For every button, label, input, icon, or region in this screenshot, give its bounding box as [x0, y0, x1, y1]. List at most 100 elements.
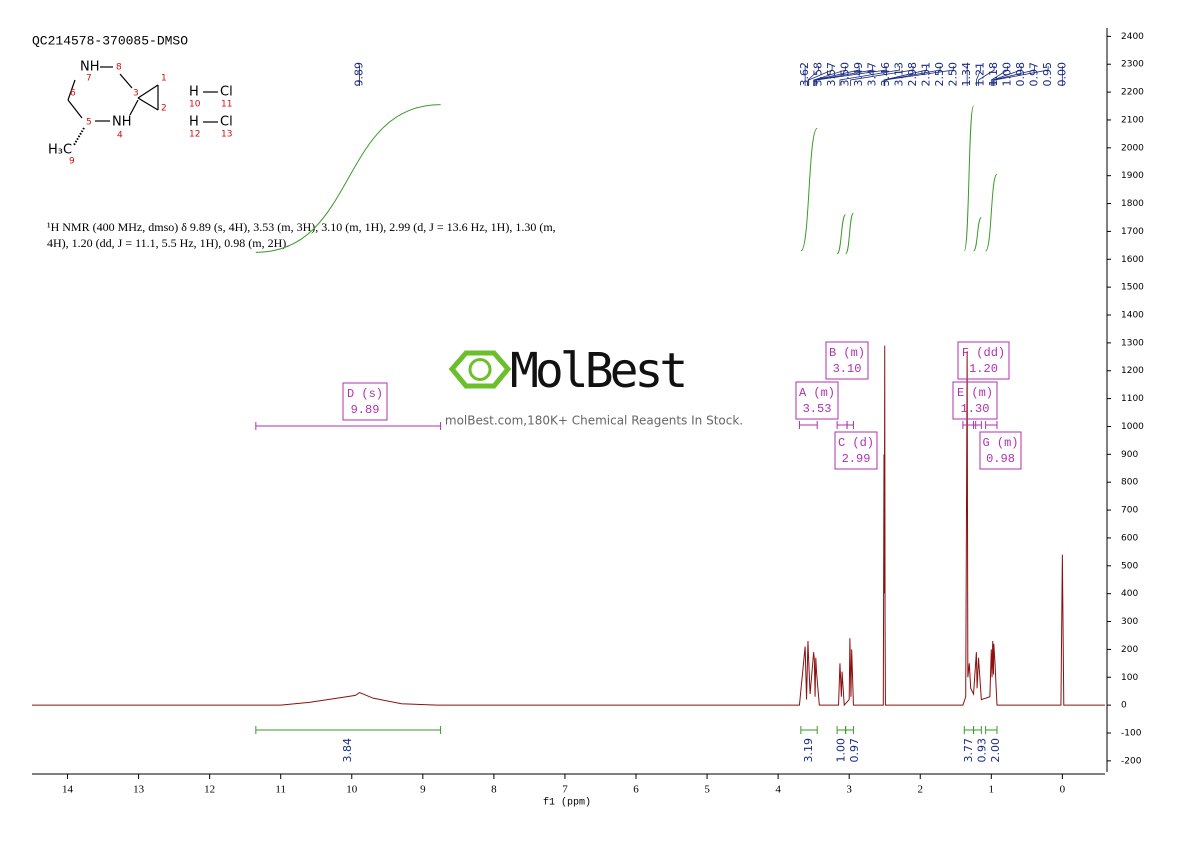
integral-bracket — [973, 726, 982, 734]
integral-curve — [800, 127, 818, 252]
atom-number: 8 — [116, 63, 122, 73]
integral-curve — [255, 104, 441, 253]
y-tick-label: 1100 — [1121, 394, 1144, 404]
description: ¹H NMR (400 MHz, dmso) δ 9.89 (s, 4H), 3… — [47, 220, 556, 234]
y-tick-label: 700 — [1121, 506, 1138, 516]
peak-connector — [975, 66, 982, 86]
integral-value: 2.00 — [989, 738, 1002, 763]
atom-number: 2 — [161, 104, 167, 114]
title: QC214578-370085-DMSO — [32, 33, 188, 48]
peak-label: 3.50 — [839, 62, 852, 87]
multiplet-shift: 3.10 — [833, 362, 862, 376]
x-tick-label: 1 — [989, 784, 995, 796]
peak-label: 0.95 — [1041, 62, 1054, 87]
peak-connector — [978, 66, 995, 86]
peak-connector — [994, 66, 1049, 86]
y-tick-label: -100 — [1121, 728, 1142, 738]
y-tick-label: 100 — [1121, 673, 1138, 683]
peak-connector — [993, 66, 1036, 86]
integral-value: 3.19 — [802, 738, 815, 763]
atom-number: 4 — [117, 131, 123, 141]
atom-number: 11 — [221, 100, 232, 110]
multiplet-label: B (m) — [829, 346, 865, 360]
integral-value: 1.00 — [834, 738, 847, 763]
multiplet-box — [795, 381, 839, 420]
y-tick-label: 1800 — [1121, 199, 1144, 209]
y-tick-label: 2000 — [1121, 143, 1144, 153]
y-tick-label: 2400 — [1121, 32, 1144, 42]
peak-label: 1.18 — [987, 62, 1000, 87]
multiplet-box — [834, 431, 878, 470]
spectrum-line — [32, 345, 1105, 707]
y-tick-label: 1300 — [1121, 338, 1144, 348]
integral-bracket — [800, 726, 818, 734]
integral-value: 0.93 — [975, 738, 988, 763]
atom-label: Cl — [220, 115, 233, 130]
integral-bracket — [845, 726, 854, 734]
multiplet-range — [962, 421, 977, 429]
atom-number: 12 — [189, 130, 200, 140]
multiplet-shift: 3.53 — [803, 402, 832, 416]
atom-number: 6 — [70, 89, 76, 99]
atom-number: 5 — [86, 118, 92, 128]
y-tick-label: 1900 — [1121, 171, 1144, 181]
multiplet-range — [798, 421, 818, 429]
y-tick-label: 800 — [1121, 478, 1138, 488]
y-tick-label: 200 — [1121, 645, 1138, 655]
atom-label: NH — [112, 115, 132, 130]
x-tick-label: 14 — [62, 784, 74, 796]
multiplet-label: D (s) — [347, 387, 383, 401]
peak-label: 0.98 — [1014, 62, 1027, 87]
peak-connector — [813, 66, 847, 86]
integral-bracket — [836, 726, 847, 734]
peak-connector — [815, 66, 874, 86]
y-tick-label: 2200 — [1121, 88, 1144, 98]
y-tick-label: 900 — [1121, 450, 1138, 460]
multiplet-label: A (m) — [799, 386, 835, 400]
multiplet-range — [836, 421, 848, 429]
peak-label: 1.34 — [960, 62, 973, 87]
watermark-tagline: molBest.com,180K+ Chemical Reagents In S… — [445, 414, 743, 428]
peak-label: 1.00 — [1001, 62, 1014, 87]
peak-connector — [816, 66, 887, 86]
y-tick-label: 0 — [1121, 701, 1127, 711]
description: 4H), 1.20 (dd, J = 11.1, 5.5 Hz, 1H), 0.… — [47, 236, 289, 250]
x-tick-label: 0 — [1060, 784, 1066, 796]
x-tick-label: 2 — [917, 784, 923, 796]
x-tick-label: 10 — [346, 784, 358, 796]
integral-bracket — [255, 726, 442, 734]
integral-bracket — [985, 726, 998, 734]
x-tick-label: 9 — [420, 784, 426, 796]
peak-connector — [808, 66, 833, 86]
y-tick-label: 2100 — [1121, 115, 1144, 125]
multiplet-box — [825, 341, 869, 380]
y-tick-label: -200 — [1121, 756, 1142, 766]
peak-label: 2.50 — [947, 62, 960, 87]
structure-bonds — [67, 66, 218, 146]
multiplet-range — [985, 421, 998, 429]
peak-label: 1.21 — [974, 62, 987, 87]
x-tick-label: 6 — [633, 784, 639, 796]
integral-curve — [973, 216, 982, 252]
atom-label: H₃C — [48, 143, 72, 158]
x-tick-label: 11 — [275, 784, 286, 796]
x-tick-label: 13 — [133, 784, 145, 796]
peak-label: 3.58 — [812, 62, 825, 87]
multiplet-box — [342, 382, 388, 421]
x-tick-label: 8 — [491, 784, 497, 796]
x-tick-label: 5 — [704, 784, 710, 796]
y-tick-label: 1000 — [1121, 422, 1144, 432]
plot: 14 13 12 11 10 9 8 7 6 5 4 3 2 1 0f1 (ppm)-200-1000100… — [32, 28, 1144, 809]
multiplet-shift: 1.20 — [969, 362, 998, 376]
peak-label: 0.00 — [1055, 62, 1068, 87]
multiplet-shift: 0.98 — [986, 452, 1015, 466]
integral-curve — [845, 212, 854, 255]
integral-bracket — [963, 726, 975, 734]
integral-value: 3.84 — [341, 738, 354, 763]
atom-label: Cl — [220, 85, 233, 100]
integral-value: 0.97 — [848, 738, 861, 763]
multiplet-shift: 1.30 — [961, 402, 990, 416]
peak-label: 0.97 — [1028, 62, 1041, 87]
